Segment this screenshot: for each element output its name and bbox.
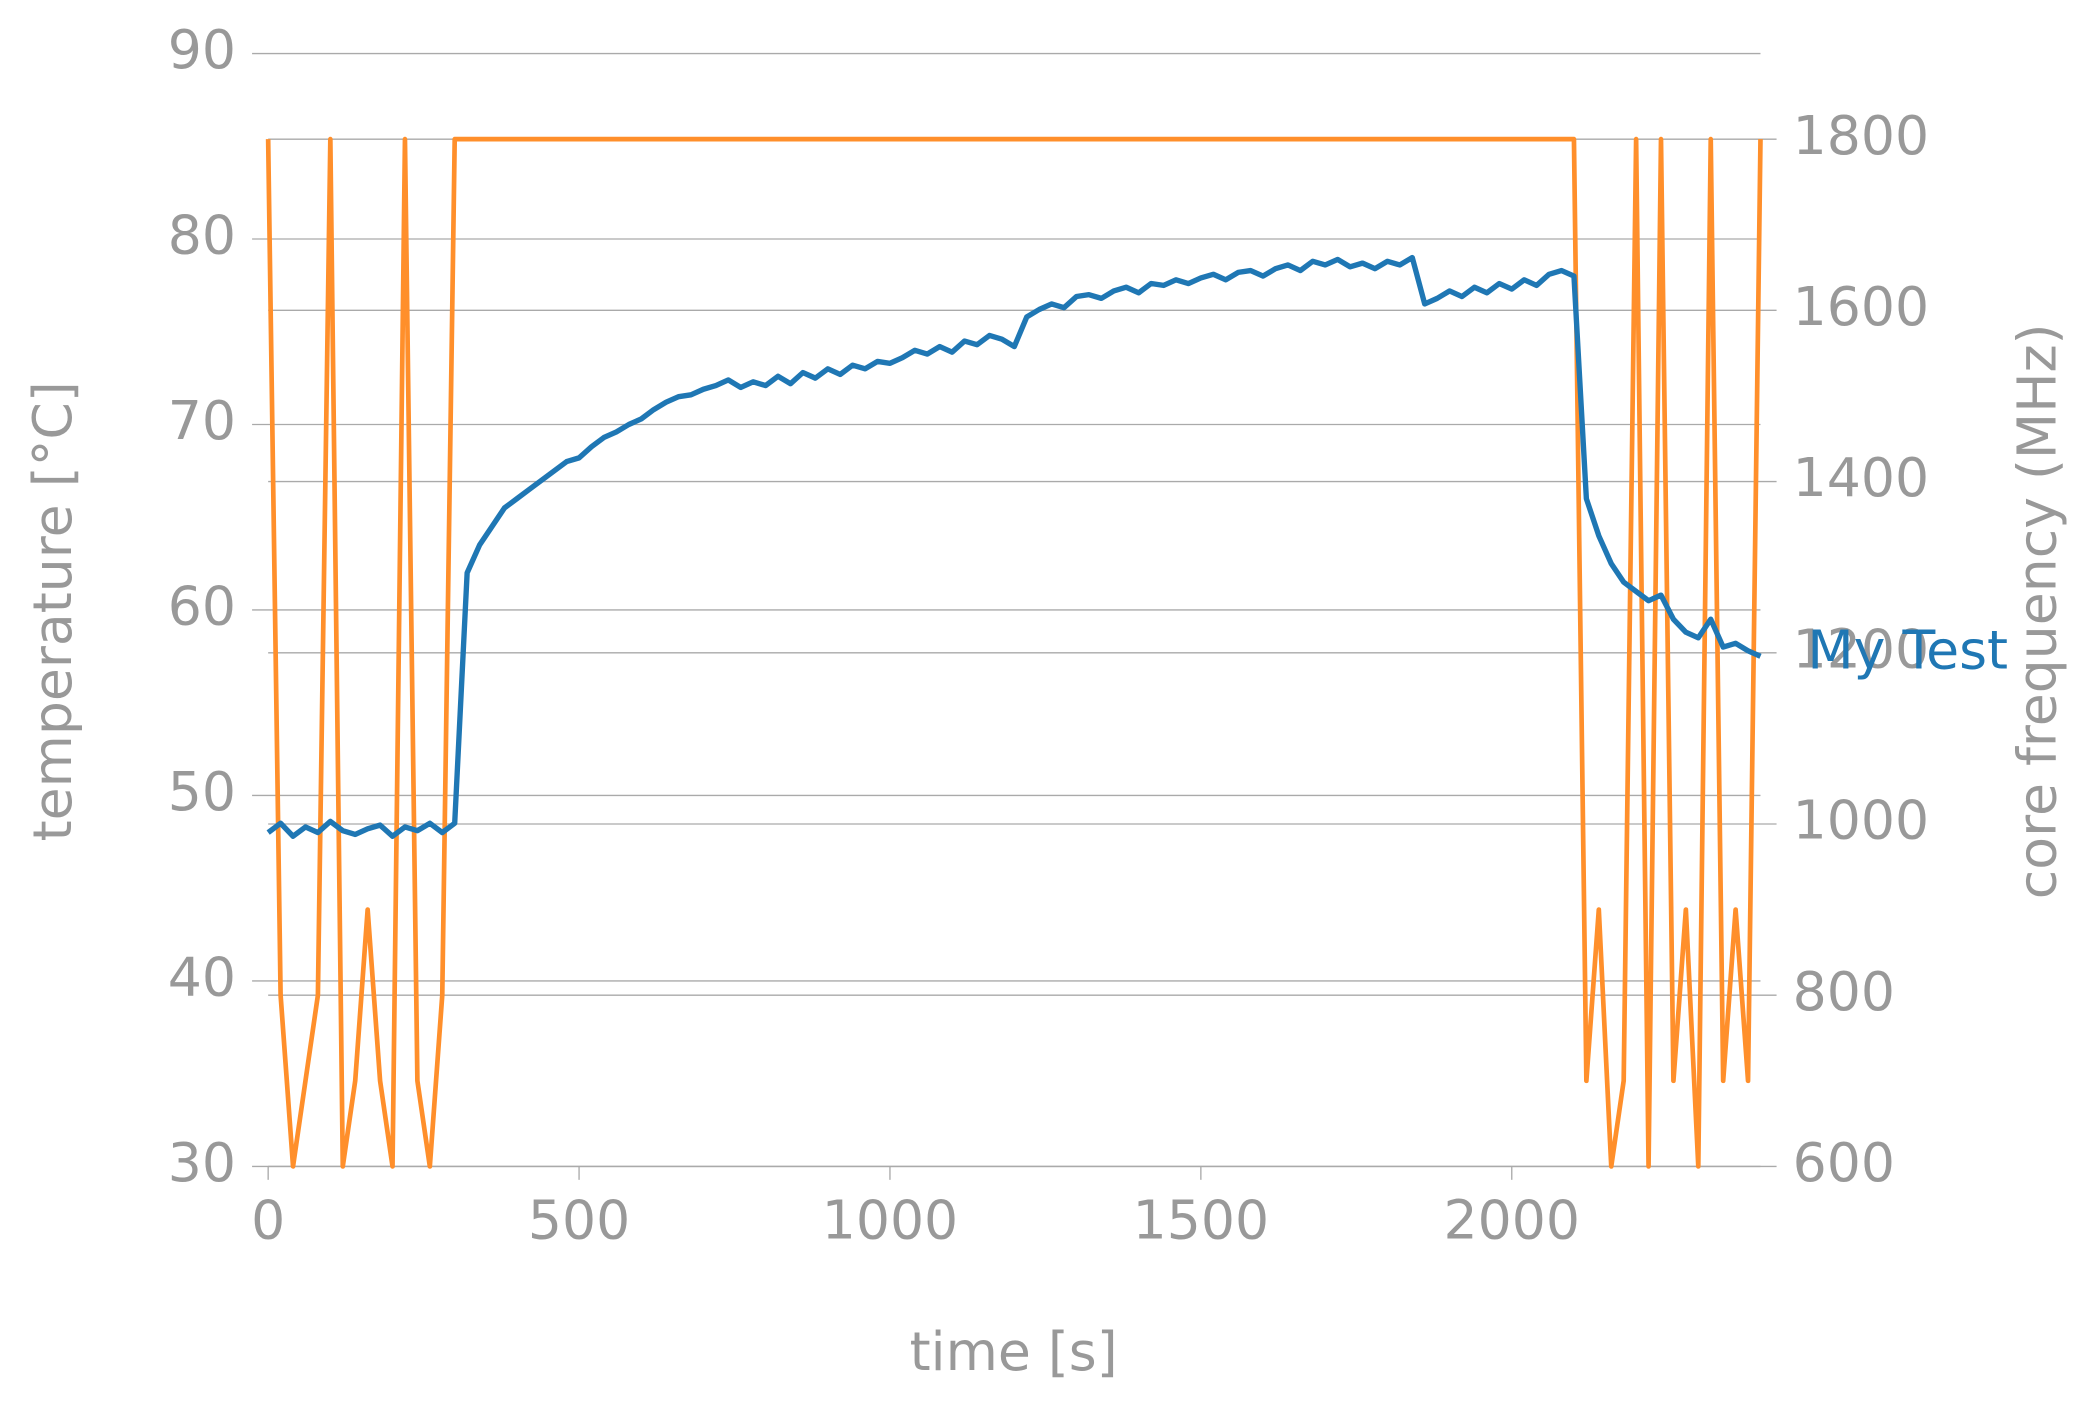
y-tick-label: 90 bbox=[168, 18, 236, 81]
x-tick-label: 0 bbox=[251, 1189, 285, 1252]
y-axis-label: temperature [°C] bbox=[21, 381, 84, 841]
x-tick-label: 1000 bbox=[822, 1189, 958, 1252]
data-line bbox=[265, 136, 1763, 1169]
y2-axis-label: core frequency (MHz) bbox=[2005, 323, 2068, 899]
y-tick-label: 70 bbox=[168, 389, 236, 452]
y2-tick-label: 1000 bbox=[1793, 789, 1929, 852]
y-tick-label: 60 bbox=[168, 575, 236, 638]
y-tick-label: 50 bbox=[168, 760, 236, 823]
x-tick-label: 2000 bbox=[1444, 1189, 1580, 1252]
x-axis-label: time [s] bbox=[910, 1320, 1118, 1383]
series-label: My Test bbox=[1807, 618, 2008, 681]
y2-tick-label: 1200 bbox=[1793, 617, 1929, 680]
y-tick-label: 40 bbox=[168, 946, 236, 1009]
y2-tick-label: 1800 bbox=[1793, 104, 1929, 167]
y2-tick-label: 600 bbox=[1793, 1131, 1895, 1194]
x-tick-label: 1500 bbox=[1133, 1189, 1269, 1252]
y-tick-label: 80 bbox=[168, 204, 236, 267]
y2-tick-label: 1600 bbox=[1793, 275, 1929, 338]
y2-tick-label: 1400 bbox=[1793, 446, 1929, 509]
y-tick-label: 30 bbox=[168, 1131, 236, 1194]
data-line bbox=[266, 254, 1762, 839]
y2-tick-label: 800 bbox=[1793, 960, 1895, 1023]
x-tick-label: 500 bbox=[528, 1189, 630, 1252]
